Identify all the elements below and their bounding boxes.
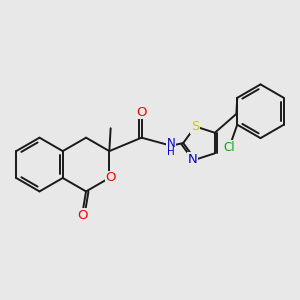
Text: N: N — [188, 153, 197, 166]
Text: O: O — [105, 172, 116, 184]
Text: S: S — [191, 120, 200, 133]
Text: N: N — [167, 136, 176, 149]
Text: O: O — [77, 209, 87, 222]
Text: O: O — [136, 106, 147, 118]
Text: H: H — [167, 147, 175, 158]
Text: Cl: Cl — [224, 141, 235, 154]
